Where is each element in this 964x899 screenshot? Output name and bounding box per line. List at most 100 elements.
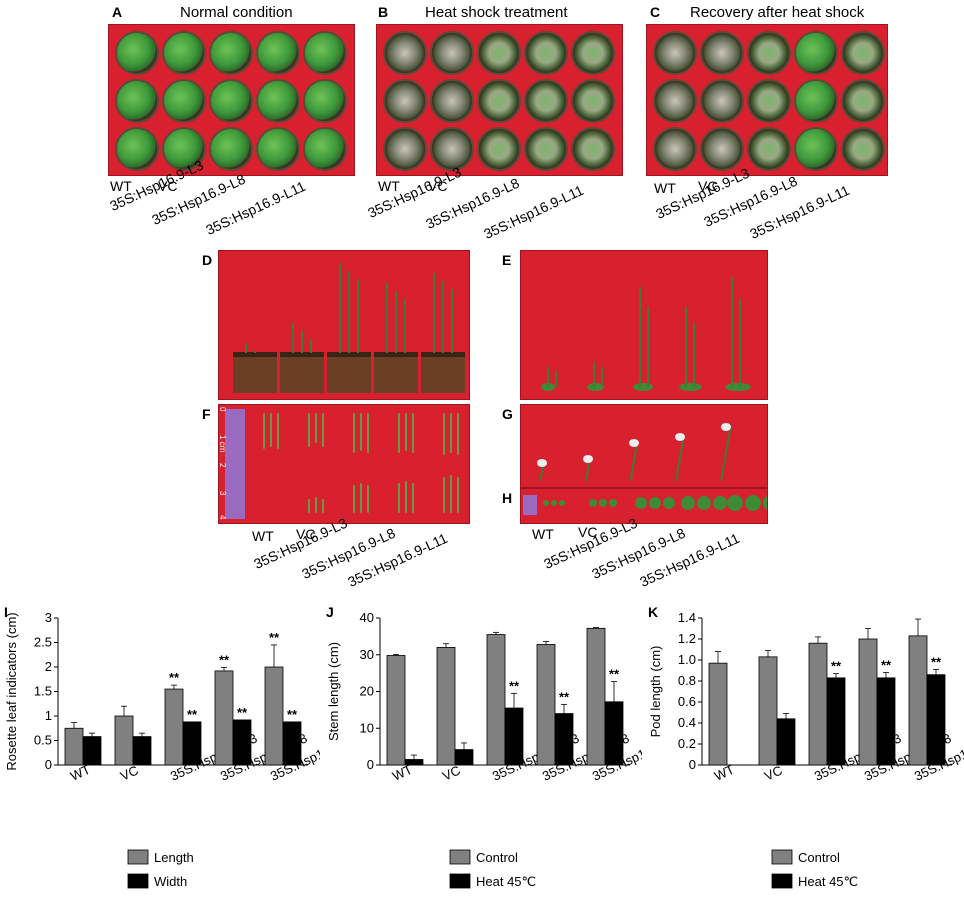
- seed-pod: [353, 413, 355, 453]
- significance-label: **: [609, 667, 620, 682]
- inflorescence-stem: [629, 441, 639, 481]
- bar: [232, 719, 252, 766]
- plant-stem: [593, 362, 595, 387]
- seed-pod: [315, 497, 317, 513]
- photo-recovery-after-heat-shock: [646, 24, 888, 176]
- leaf: [727, 495, 743, 511]
- plant-pot: [841, 79, 885, 123]
- y-tick-label: 0.4: [678, 715, 696, 730]
- photo-plants-uprooted: [520, 250, 768, 400]
- leaf: [543, 500, 549, 506]
- plant-pot: [524, 79, 568, 123]
- bar: [486, 634, 506, 766]
- leaf: [551, 500, 557, 506]
- legend-swatch: [127, 873, 149, 889]
- plant-stem: [292, 323, 294, 353]
- ruler-tick-label: 2: [218, 463, 227, 468]
- leaf: [713, 496, 727, 510]
- y-tick-label: 1.4: [678, 610, 696, 625]
- leaf: [745, 495, 761, 511]
- plant-stem: [685, 307, 687, 387]
- plant-pot: [209, 79, 253, 123]
- y-tick-label: 0.5: [34, 733, 52, 748]
- seed-pod: [443, 477, 445, 513]
- plant-pot: [430, 31, 474, 75]
- photo-rosette-leaves: [520, 488, 768, 524]
- bar: [132, 736, 152, 766]
- y-tick-label: 30: [360, 647, 374, 662]
- plant-pot: [162, 31, 206, 75]
- leaf: [589, 499, 597, 507]
- bar: [586, 627, 606, 766]
- bar: [64, 727, 84, 766]
- bar: [876, 677, 896, 766]
- seed-pod: [398, 413, 400, 453]
- photo-heat-shock-treatment: [376, 24, 623, 176]
- plant-pot: [653, 79, 697, 123]
- flower-cluster: [721, 423, 731, 431]
- seed-pod: [322, 499, 324, 513]
- legend-label: Length: [154, 850, 194, 865]
- plant-pot: [477, 79, 521, 123]
- panel-letter-a: A: [112, 4, 123, 20]
- plant-pot: [571, 127, 615, 171]
- legend-label: Width: [154, 874, 187, 889]
- rosette-leaf: [725, 383, 751, 391]
- bar: [386, 655, 406, 766]
- plant-pot: [794, 127, 838, 171]
- plant-pot: [115, 127, 159, 171]
- plant-stem: [310, 339, 312, 353]
- seed-pod: [457, 413, 459, 455]
- plant-stem: [639, 287, 641, 387]
- flower-cluster: [675, 433, 685, 441]
- bar: [826, 677, 846, 766]
- bar: [264, 666, 284, 766]
- plant-stem: [555, 371, 557, 387]
- y-tick-label: 0.8: [678, 673, 696, 688]
- legend-swatch: [449, 873, 471, 889]
- label-a-vc: VC: [158, 178, 178, 194]
- ruler-tick-label: 0: [218, 407, 227, 412]
- plant-stem: [395, 291, 397, 353]
- plant-pot: [841, 31, 885, 75]
- plant-pot: [209, 127, 253, 171]
- seed-pod: [270, 413, 272, 447]
- significance-label: **: [169, 670, 180, 685]
- y-tick-label: 0: [45, 757, 52, 772]
- seed-pod: [405, 481, 407, 513]
- y-tick-label: 3: [45, 610, 52, 625]
- y-tick-label: 40: [360, 610, 374, 625]
- bar: [114, 715, 134, 766]
- plant-stem: [547, 367, 549, 387]
- bar: [776, 718, 796, 766]
- bar: [82, 736, 102, 766]
- bar: [926, 674, 946, 766]
- plant-pot: [524, 31, 568, 75]
- y-tick-label: 0: [689, 757, 696, 772]
- photo-normal-condition: [108, 24, 355, 176]
- panel-title-a: Normal condition: [180, 4, 293, 21]
- y-tick-label: 0.2: [678, 736, 696, 751]
- chart-rosette-leaf-indicators: 0 0.5 1 1.5 2 2.5 3 Rosette leaf indicators (cm…: [4, 610, 320, 889]
- side-pot: [327, 352, 371, 393]
- y-tick-label: 0.6: [678, 694, 696, 709]
- seed-pod: [360, 413, 362, 451]
- plant-stem: [386, 283, 388, 353]
- panel-title-b: Heat shock treatment: [425, 4, 568, 21]
- legend-label: Heat 45℃: [476, 874, 536, 889]
- ruler: [225, 409, 245, 519]
- y-tick-label: 10: [360, 720, 374, 735]
- label-h-wt: WT: [532, 526, 554, 542]
- label-a-wt: WT: [110, 178, 132, 194]
- label-f-wt: WT: [252, 528, 274, 544]
- plant-stem: [254, 351, 256, 353]
- flower-cluster: [629, 439, 639, 447]
- y-tick-label: 1.2: [678, 631, 696, 646]
- plant-stem: [451, 289, 453, 353]
- plant-pot: [794, 79, 838, 123]
- inflorescence-stem: [675, 435, 685, 481]
- significance-label: **: [509, 678, 520, 693]
- seed-pod: [412, 413, 414, 453]
- y-tick-label: 1: [45, 708, 52, 723]
- seed-pod: [405, 413, 407, 451]
